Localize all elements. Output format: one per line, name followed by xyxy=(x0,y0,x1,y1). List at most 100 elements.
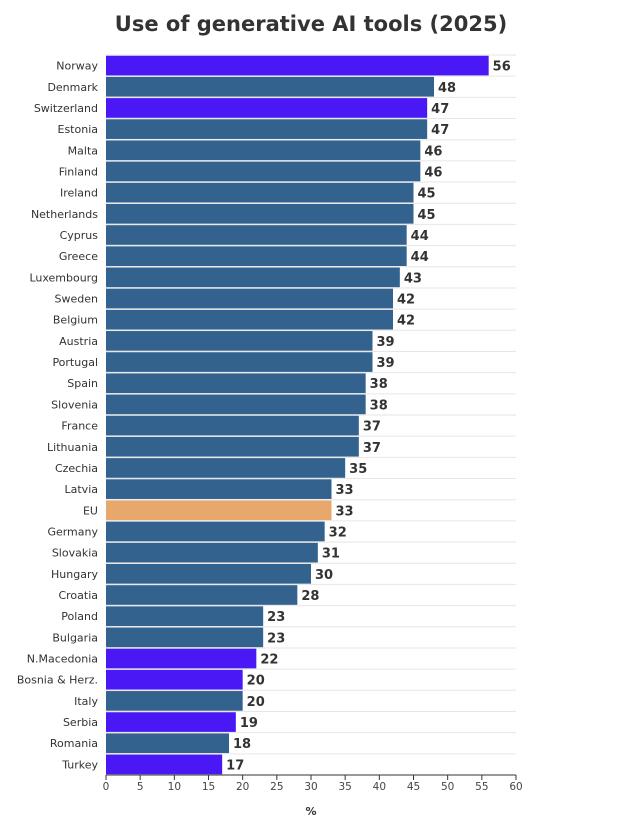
category-label: Malta xyxy=(68,144,98,157)
x-tick-label: 60 xyxy=(509,781,522,793)
value-label: 33 xyxy=(336,483,354,498)
value-label: 44 xyxy=(411,250,429,265)
value-label: 42 xyxy=(397,314,415,329)
bar-eu-member xyxy=(106,76,434,97)
value-label: 48 xyxy=(438,81,456,96)
bar-eu-member xyxy=(106,394,366,415)
bar-non-eu xyxy=(106,648,257,669)
bar-eu-member xyxy=(106,331,373,351)
category-label: Croatia xyxy=(58,589,98,602)
category-label: Hungary xyxy=(51,568,98,581)
x-tick-label: 45 xyxy=(407,781,420,793)
value-label: 23 xyxy=(267,610,285,625)
bar-eu-member xyxy=(106,288,393,309)
bar-eu-member xyxy=(106,585,298,605)
category-label: Belgium xyxy=(53,314,98,327)
bar-eu-member xyxy=(106,479,332,499)
x-tick-label: 10 xyxy=(168,781,181,793)
x-tick-label: 5 xyxy=(137,781,144,793)
value-label: 35 xyxy=(349,462,367,477)
category-label: Romania xyxy=(50,737,98,750)
category-label: Austria xyxy=(59,335,98,348)
bar-eu-member xyxy=(106,627,264,648)
value-label: 23 xyxy=(267,631,285,646)
value-label: 37 xyxy=(363,441,381,456)
bar-eu-member xyxy=(106,140,421,161)
bar-eu-member xyxy=(106,691,243,711)
value-label: 47 xyxy=(431,102,449,117)
category-label: Ireland xyxy=(60,187,98,200)
value-label: 17 xyxy=(226,758,244,773)
category-label: Latvia xyxy=(65,483,99,496)
value-label: 38 xyxy=(370,398,388,413)
value-label: 31 xyxy=(322,547,340,562)
value-label: 47 xyxy=(431,123,449,138)
category-label: Denmark xyxy=(47,81,98,94)
category-label: Bosnia & Herz. xyxy=(17,674,98,687)
category-label: Netherlands xyxy=(31,208,98,221)
x-tick-label: 50 xyxy=(441,781,454,793)
bar-eu-member xyxy=(106,267,400,288)
x-tick-label: 55 xyxy=(475,781,488,793)
value-label: 37 xyxy=(363,420,381,435)
category-label: Norway xyxy=(56,60,98,73)
value-label: 46 xyxy=(424,165,442,180)
bar-eu-member xyxy=(106,458,346,478)
value-label: 45 xyxy=(418,208,436,223)
bar-eu-member xyxy=(106,161,421,182)
bar-eu-member xyxy=(106,415,359,436)
value-label: 38 xyxy=(370,377,388,392)
bar-eu-member xyxy=(106,373,366,394)
value-label: 30 xyxy=(315,568,333,583)
bar-eu-member xyxy=(106,521,325,542)
bar-eu-member xyxy=(106,203,414,224)
bar-eu-member xyxy=(106,733,229,754)
category-label: Switzerland xyxy=(34,102,98,115)
bar-eu-member xyxy=(106,542,318,563)
value-label: 44 xyxy=(411,229,429,244)
value-label: 56 xyxy=(493,60,511,75)
category-label: Lithuania xyxy=(47,441,98,454)
bar-non-eu xyxy=(106,98,428,118)
category-label: Italy xyxy=(74,695,98,708)
value-label: 18 xyxy=(233,737,251,752)
value-label: 20 xyxy=(247,695,265,710)
x-tick-label: 25 xyxy=(270,781,283,793)
x-tick-label: 40 xyxy=(373,781,386,793)
bar-eu-member xyxy=(106,436,359,457)
bar-eu-member xyxy=(106,352,373,372)
bar-eu-member xyxy=(106,309,393,330)
value-label: 22 xyxy=(260,653,278,668)
category-label: Czechia xyxy=(55,462,98,475)
category-label: Estonia xyxy=(58,123,99,136)
category-label: Slovakia xyxy=(52,547,98,560)
category-label: Bulgaria xyxy=(52,631,98,644)
x-tick-label: 0 xyxy=(103,781,110,793)
x-tick-label: 35 xyxy=(338,781,351,793)
bar-non-eu xyxy=(106,669,243,690)
category-label: Turkey xyxy=(61,758,98,771)
value-label: 39 xyxy=(377,335,395,350)
category-label: Portugal xyxy=(52,356,98,369)
category-label: Serbia xyxy=(63,716,98,729)
x-tick-label: 20 xyxy=(236,781,249,793)
category-label: EU xyxy=(83,504,98,517)
category-label: Cyprus xyxy=(60,229,99,242)
x-tick-label: 15 xyxy=(202,781,215,793)
category-label: Sweden xyxy=(55,293,98,306)
value-label: 46 xyxy=(424,144,442,159)
bar-non-eu xyxy=(106,754,223,775)
chart-title: Use of generative AI tools (2025) xyxy=(114,12,508,36)
bar-eu-member xyxy=(106,225,407,245)
category-label: France xyxy=(61,420,98,433)
category-label: Spain xyxy=(67,377,98,390)
value-label: 28 xyxy=(301,589,319,604)
value-label: 45 xyxy=(418,187,436,202)
x-tick-label: 30 xyxy=(304,781,317,793)
bar-non-eu xyxy=(106,55,489,76)
category-label: Luxembourg xyxy=(29,271,98,284)
value-label: 33 xyxy=(336,504,354,519)
category-label: Poland xyxy=(61,610,98,623)
category-label: Germany xyxy=(47,525,98,538)
